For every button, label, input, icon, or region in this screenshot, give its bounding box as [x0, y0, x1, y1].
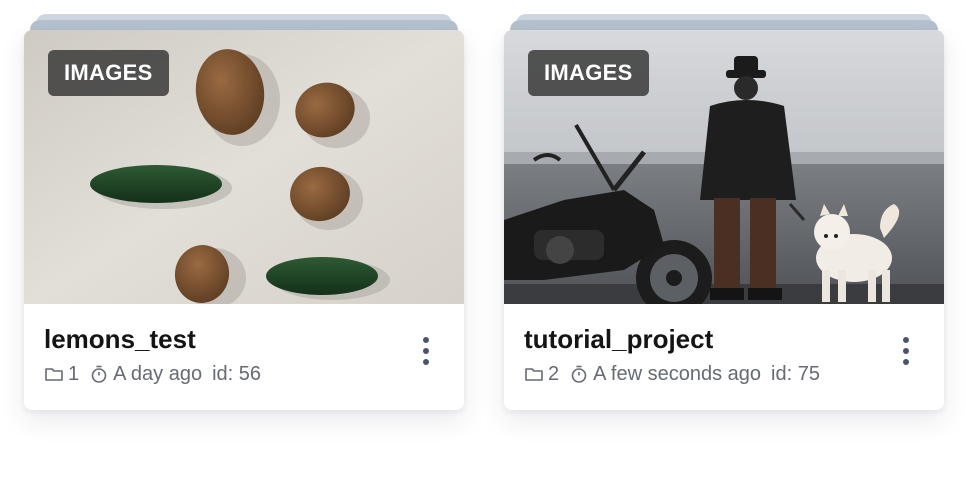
project-id: id: 75 [771, 363, 820, 385]
timer-icon [89, 364, 109, 384]
project-card-stack: IMAGES tutorial_project 2 A few seconds … [504, 14, 944, 410]
project-card[interactable]: IMAGES tutorial_project 2 A few seconds … [504, 30, 944, 410]
kiwi-cucumber-image [24, 30, 464, 304]
project-card[interactable]: IMAGES lemons_test 1 A day ago id: 56 [24, 30, 464, 410]
project-info: lemons_test 1 A day ago id: 56 [24, 304, 464, 410]
project-name[interactable]: lemons_test [44, 324, 196, 354]
type-badge: IMAGES [528, 50, 649, 96]
project-id: id: 56 [212, 363, 262, 385]
project-updated-time: A few seconds ago [593, 363, 762, 385]
project-meta: 1 A day ago id: 56 [44, 362, 444, 386]
folder-icon [44, 364, 64, 384]
project-info: tutorial_project 2 A few seconds ago id:… [504, 304, 944, 410]
type-badge: IMAGES [48, 50, 169, 96]
folder-count: 2 [548, 363, 560, 385]
project-name[interactable]: tutorial_project [524, 324, 714, 354]
project-updated-time: A day ago [113, 363, 203, 385]
project-thumbnail[interactable]: IMAGES [24, 30, 464, 304]
project-meta: 2 A few seconds ago id: 75 [524, 362, 924, 386]
project-card-stack: IMAGES lemons_test 1 A day ago id: 56 [24, 14, 464, 410]
more-vertical-icon[interactable] [894, 334, 918, 368]
project-thumbnail[interactable]: IMAGES [504, 30, 944, 304]
folder-icon [524, 364, 544, 384]
folder-count: 1 [68, 363, 80, 385]
more-vertical-icon[interactable] [414, 334, 438, 368]
timer-icon [569, 364, 589, 384]
